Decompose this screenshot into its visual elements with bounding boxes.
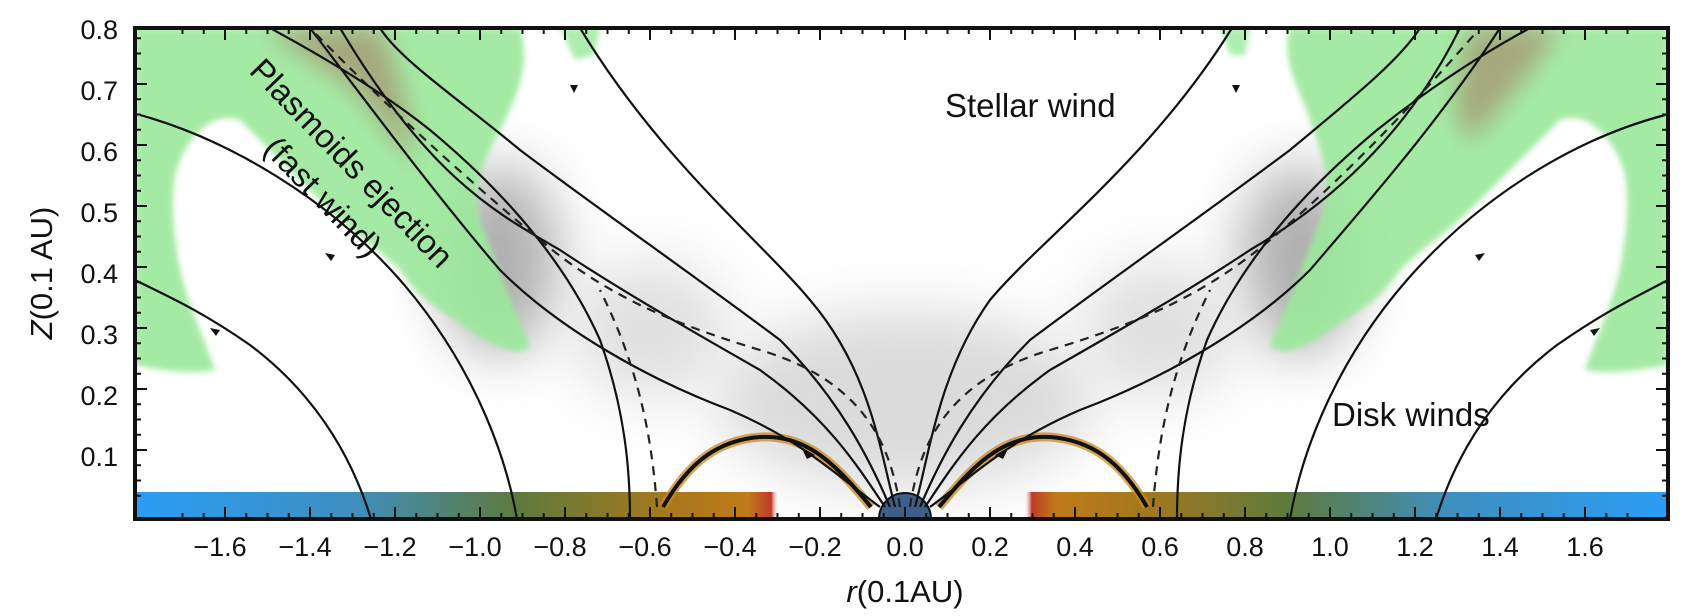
x-tick-label: −1.2	[363, 532, 416, 562]
y-tick-label: 0.6	[80, 137, 118, 167]
x-tick-label: 0.4	[1056, 532, 1094, 562]
stellar-wind-field-lines	[309, 28, 1501, 508]
x-tick-label: −1.0	[448, 532, 501, 562]
x-tick-label: 1.0	[1311, 532, 1349, 562]
plot-area	[135, 28, 1668, 519]
separatrix-lines	[309, 28, 1481, 508]
y-axis-minor-ticks	[135, 37, 1668, 497]
x-tick-label: −0.4	[703, 532, 756, 562]
x-tick-label: −0.6	[618, 532, 671, 562]
x-axis-symbol: r	[846, 574, 858, 609]
x-axis-minor-ticks	[181, 28, 1629, 519]
y-axis-unit: (0.1 AU)	[24, 207, 59, 321]
y-axis-title: Z(0.1 AU)	[24, 207, 59, 341]
x-axis: −1.6 −1.4 −1.2 −1.0 −0.8 −0.6 −0.4 −0.2 …	[193, 532, 1603, 609]
x-tick-label: 0.0	[886, 532, 924, 562]
x-tick-label: −1.4	[278, 532, 331, 562]
y-tick-label: 0.8	[80, 15, 118, 45]
y-axis-symbol: Z	[24, 319, 59, 340]
disk-wind-field-lines	[135, 28, 1668, 519]
x-tick-label: −1.6	[193, 532, 246, 562]
x-tick-label: 0.2	[971, 532, 1009, 562]
x-tick-label: −0.2	[788, 532, 841, 562]
x-tick-label: −0.8	[533, 532, 586, 562]
x-tick-label: 1.6	[1566, 532, 1604, 562]
y-tick-label: 0.3	[80, 320, 118, 350]
y-tick-label: 0.7	[80, 76, 118, 106]
plot-frame	[133, 26, 1670, 521]
x-tick-label: 1.2	[1396, 532, 1434, 562]
y-tick-label: 0.4	[80, 259, 118, 289]
disk-winds-label: Disk winds	[1332, 396, 1490, 433]
y-tick-label: 0.5	[80, 198, 118, 228]
y-axis: 0.1 0.2 0.3 0.4 0.5 0.6 0.7 0.8 Z(0.1 AU…	[24, 15, 118, 472]
y-tick-label: 0.2	[80, 381, 118, 411]
stellar-wind-label: Stellar wind	[945, 87, 1116, 124]
x-axis-title: r(0.1AU)	[846, 574, 963, 609]
x-tick-label: 0.6	[1141, 532, 1179, 562]
x-tick-label: 0.8	[1226, 532, 1264, 562]
y-tick-label: 0.1	[80, 442, 118, 472]
magnetospheric-loops	[659, 432, 1151, 510]
x-axis-unit: (0.1AU)	[857, 574, 964, 609]
x-tick-label: 1.4	[1481, 532, 1519, 562]
plasmoid-region-left	[135, 28, 600, 373]
